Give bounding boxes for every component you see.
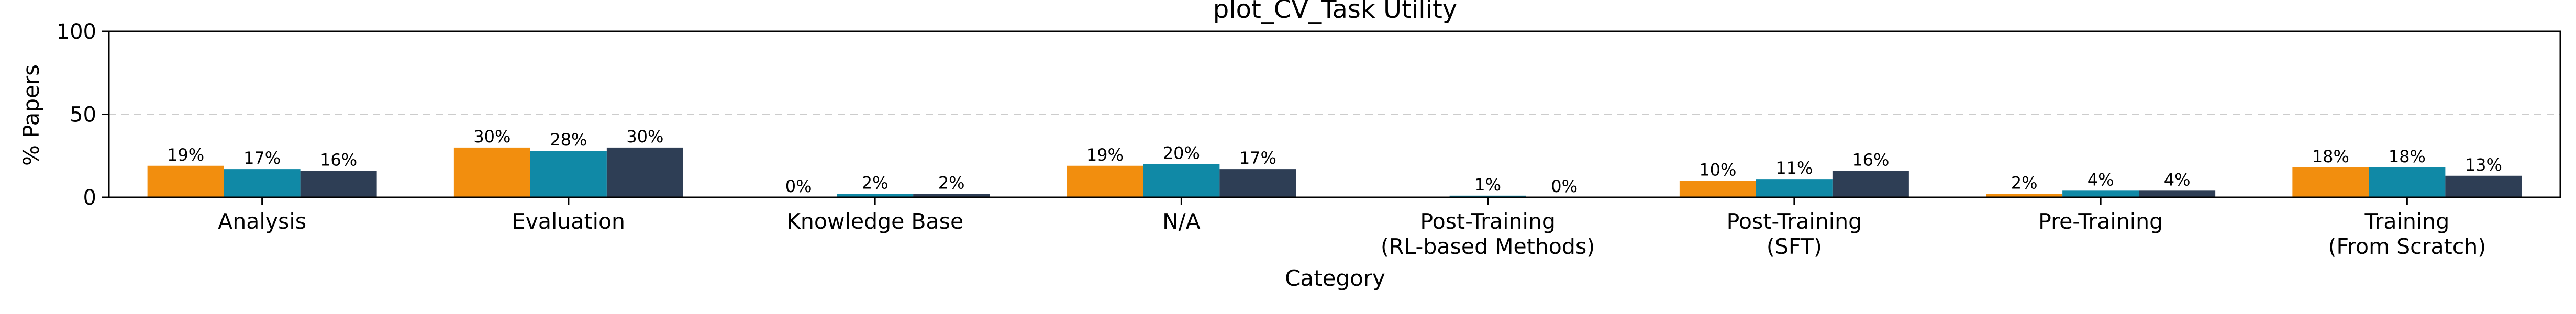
bar [1143,164,1220,197]
bar [147,165,224,197]
bar-value-label: 1% [1474,175,1501,195]
bar-value-label: 16% [1852,150,1889,170]
chart-title: plot_CV_Task Utility [1213,0,1457,24]
bar [606,147,683,197]
bar-value-label: 16% [320,150,357,170]
bar-value-label: 30% [473,127,510,147]
bar [1067,165,1143,197]
bar [2292,167,2369,197]
bar-value-label: 30% [626,127,663,147]
bar-value-label: 10% [1699,160,1736,180]
bar-value-label: 2% [862,173,889,193]
bar-value-label: 19% [167,145,204,165]
bar [530,151,607,197]
x-axis-title: Category [1285,265,1385,291]
y-axis: 0 50 100 [57,20,109,210]
x-tick-label: Pre-Training [2038,209,2163,234]
bar [224,169,301,197]
bar [1679,181,1756,197]
bar-value-label: 18% [2389,147,2426,166]
y-axis-title: % Papers [18,64,44,166]
bar-value-label: 28% [550,130,587,150]
bar [1756,179,1833,197]
bar-value-label: 2% [2011,173,2038,193]
bar [1449,195,1526,197]
x-tick-label: Post-Training (SFT) [1727,209,1862,259]
x-tick-label: Evaluation [512,209,625,234]
bar-value-label: 0% [785,176,812,196]
x-tick-label: Analysis [218,209,306,234]
bar-value-label: 17% [1239,148,1276,168]
bar [300,171,377,197]
bar [1219,169,1296,197]
bar-value-label: 17% [243,148,281,168]
bar-value-label: 18% [2312,147,2349,166]
bar [453,147,530,197]
y-tick-label: 50 [70,103,96,127]
bar [2445,175,2522,197]
bar [2369,167,2446,197]
bar [2062,190,2139,197]
x-axis: Analysis Evaluation Knowledge Base N/A Post-… [218,197,2486,259]
x-tick-label: N/A [1162,209,1201,234]
bar [2139,190,2216,197]
bar-value-label: 0% [1551,176,1578,196]
x-tick-label: Post-Training (RL-based Methods) [1381,209,1595,259]
bar-value-label: 13% [2465,155,2502,175]
x-tick-label: Training (From Scratch) [2328,209,2486,259]
bar [837,194,914,197]
bar [1986,194,2063,197]
y-tick-label: 0 [83,186,96,210]
bar-labels-group: 19% 17% 16% 30% 28% 30% 0% 2% 2% 19% 20% 17% 1% 0% 10%… [167,127,2502,196]
bar [1832,171,1909,197]
y-tick-label: 100 [57,20,96,44]
bar-value-label: 20% [1163,143,1200,163]
bar [913,194,990,197]
bar-value-label: 19% [1086,145,1124,165]
bar-value-label: 4% [2088,170,2114,189]
x-tick-label: Knowledge Base [786,209,963,234]
plot-area: 19% 17% 16% 30% 28% 30% 0% 2% 2% 19% 20% 17% 1% 0% 10%… [108,30,2561,198]
bars-group [147,147,2522,198]
bar-value-label: 4% [2164,170,2191,189]
bar-value-label: 11% [1775,158,1813,178]
bar-value-label: 2% [938,173,965,193]
